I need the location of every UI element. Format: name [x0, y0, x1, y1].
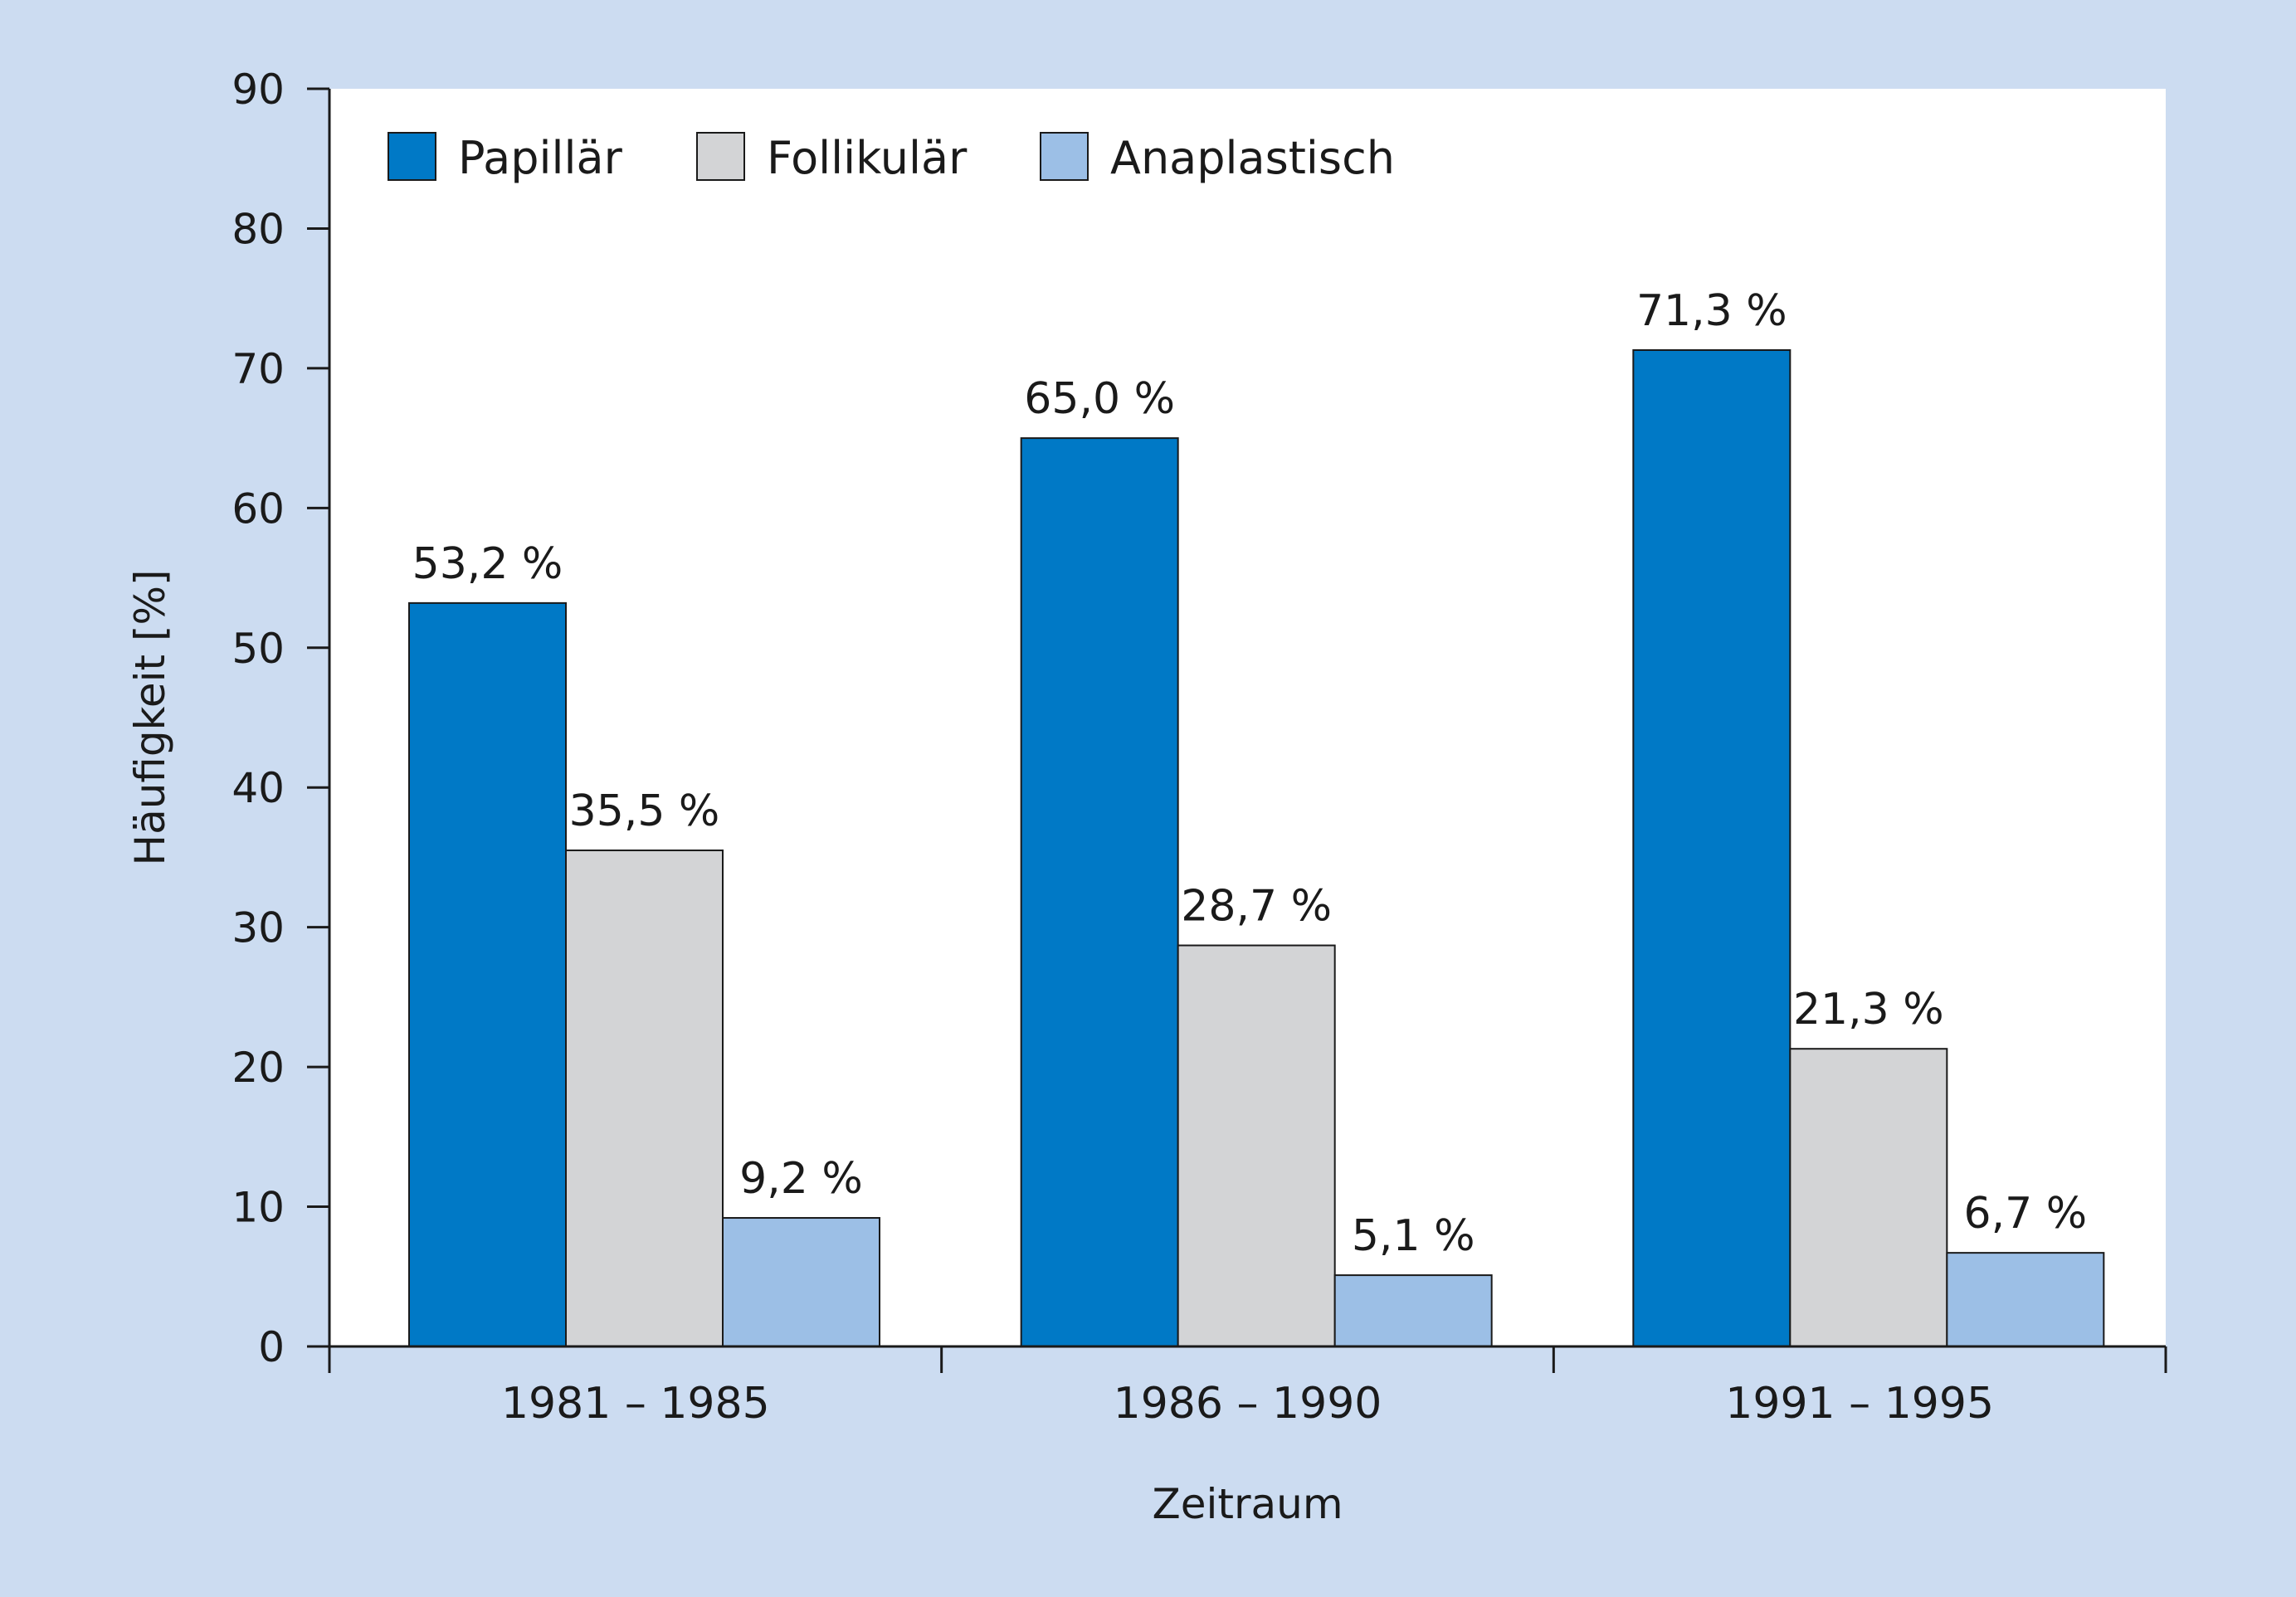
axes-group: 0 10 20 30 40 50 60 70 80 90 1981 – 1985 1986 – 199…	[232, 66, 2167, 1429]
legend-swatch-follikulär	[696, 132, 745, 181]
y-tick-label: 50	[232, 625, 285, 673]
y-tick-label: 70	[232, 345, 285, 393]
y-tick-label: 10	[232, 1184, 285, 1232]
bar-labels-group: 53,2 % 35,5 % 9,2 % 65,0 % 28,7 % 5,1 % 71,3 %…	[412, 286, 2088, 1261]
x-category-label: 1991 – 1995	[1725, 1379, 1994, 1429]
bar-value-label: 28,7 %	[1181, 882, 1332, 932]
y-tick-label: 20	[232, 1044, 285, 1092]
bar-papillär-3	[1632, 348, 1791, 1348]
bar-value-label: 6,7 %	[1964, 1189, 2088, 1239]
bar-papillär-2	[1020, 437, 1179, 1347]
bar-value-label: 53,2 %	[412, 539, 563, 589]
x-axis-title: Zeitraum	[1152, 1480, 1343, 1528]
bar-anaplastisch-2	[1333, 1274, 1493, 1348]
legend: Papillär Follikulär Anaplastisch	[388, 132, 1395, 184]
bar-value-label: 21,3 %	[1793, 985, 1944, 1035]
bar-value-label: 65,0 %	[1024, 374, 1175, 424]
legend-swatch-anaplastisch	[1040, 132, 1089, 181]
legend-swatch-papillär	[388, 132, 436, 181]
x-category-label: 1981 – 1985	[501, 1379, 770, 1429]
bar-follikulär-3	[1789, 1048, 1948, 1348]
bar-follikulär-1	[565, 850, 724, 1347]
y-tick-label: 60	[232, 484, 285, 533]
y-tick-label: 40	[232, 764, 285, 812]
legend-label: Papillär	[458, 132, 623, 184]
y-tick-label: 90	[232, 66, 285, 114]
bars-group	[408, 348, 2105, 1348]
legend-label: Follikulär	[767, 132, 968, 184]
bar-value-label: 5,1 %	[1352, 1211, 1475, 1261]
y-tick-label: 0	[258, 1323, 285, 1371]
bar-value-label: 71,3 %	[1636, 286, 1787, 336]
bar-papillär-1	[408, 601, 567, 1347]
bar-anaplastisch-1	[722, 1217, 880, 1348]
y-tick-label: 30	[232, 904, 285, 952]
y-axis-title: Häufigkeit [%]	[126, 569, 174, 865]
y-tick-label: 80	[232, 205, 285, 253]
bar-anaplastisch-3	[1946, 1252, 2105, 1347]
x-category-label: 1986 – 1990	[1114, 1379, 1382, 1429]
bar-follikulär-2	[1177, 944, 1336, 1347]
bar-value-label: 9,2 %	[739, 1154, 863, 1204]
legend-label: Anaplastisch	[1110, 132, 1395, 184]
bar-value-label: 35,5 %	[569, 786, 720, 836]
